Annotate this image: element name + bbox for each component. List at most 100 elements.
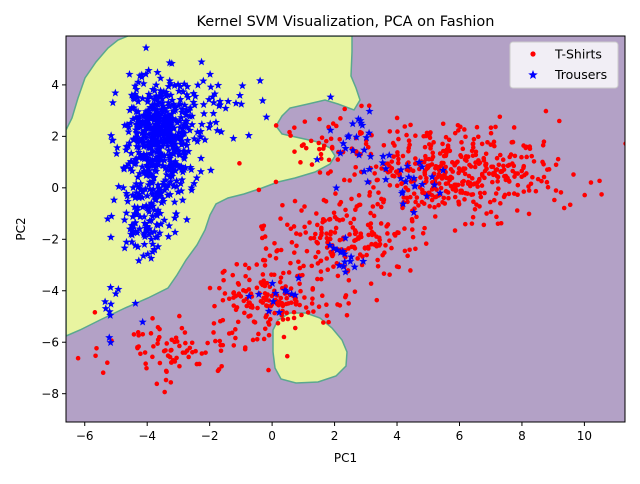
tshirt-point — [530, 174, 535, 180]
tshirt-point — [403, 185, 408, 190]
tshirt-point — [396, 156, 401, 162]
y-tick-label: −2 — [41, 233, 59, 247]
tshirt-point — [394, 115, 400, 121]
tshirt-point — [317, 116, 322, 122]
trouser-point — [132, 188, 141, 197]
trouser-point — [254, 290, 263, 298]
tshirt-point — [356, 193, 362, 198]
tshirt-point — [177, 313, 182, 319]
trouser-point — [164, 162, 173, 170]
legend: T-Shirts Trousers — [509, 41, 619, 89]
trouser-point — [335, 261, 344, 270]
tshirt-point — [168, 348, 173, 353]
trouser-point — [178, 167, 187, 176]
tshirt-point — [475, 134, 481, 140]
trouser-point — [149, 172, 159, 181]
tshirt-point — [363, 141, 369, 147]
trouser-point — [148, 212, 157, 220]
tshirt-point — [350, 225, 356, 230]
x-tick-label: 0 — [268, 429, 276, 443]
tshirt-point — [450, 169, 456, 174]
trouser-point — [188, 111, 197, 120]
tshirt-point — [292, 149, 297, 154]
trouser-point — [350, 262, 359, 271]
trouser-point — [208, 92, 217, 101]
trouser-point — [127, 149, 136, 157]
tshirt-point — [207, 285, 213, 291]
tshirt-point — [358, 231, 364, 236]
tshirt-point — [304, 248, 310, 254]
tshirt-point — [308, 138, 314, 144]
tshirt-point — [436, 202, 441, 208]
tshirt-point — [356, 236, 361, 241]
trouser-point — [341, 233, 350, 242]
trouser-point — [130, 193, 140, 202]
tshirt-point — [288, 286, 294, 291]
tshirt-point — [371, 213, 377, 219]
trouser-point — [153, 205, 163, 214]
tshirt-point — [136, 344, 141, 349]
tshirt-point — [531, 159, 537, 164]
trouser-point — [410, 181, 419, 190]
decision-region-yellow-blob — [272, 312, 348, 384]
tshirt-point — [470, 141, 476, 147]
trouser-point — [151, 232, 161, 241]
trouser-point — [176, 99, 185, 108]
tshirt-point — [319, 293, 325, 299]
trouser-point — [153, 145, 162, 153]
tshirt-point — [357, 202, 363, 208]
tshirt-point — [233, 327, 238, 332]
trouser-point — [143, 97, 152, 106]
tshirt-point — [389, 245, 394, 251]
tshirt-point — [441, 195, 447, 201]
tshirt-point — [352, 172, 357, 177]
trouser-point — [169, 137, 179, 146]
trouser-point — [193, 127, 202, 136]
trouser-point — [205, 123, 214, 132]
trouser-point — [178, 195, 187, 204]
tshirt-point — [311, 235, 317, 241]
trouser-point — [149, 123, 158, 132]
y-tick-label: −8 — [41, 387, 59, 401]
trouser-point — [129, 135, 138, 144]
trouser-point — [378, 158, 387, 167]
tshirt-point — [475, 184, 480, 189]
trouser-point — [161, 175, 170, 184]
trouser-point — [188, 120, 197, 129]
plot-frame — [65, 35, 626, 423]
trouser-point — [167, 120, 176, 129]
trouser-point — [124, 159, 133, 168]
trouser-point — [381, 175, 390, 184]
trouser-point — [147, 228, 156, 237]
trouser-point — [206, 165, 215, 174]
trouser-point — [136, 212, 145, 221]
trouser-point — [103, 214, 112, 223]
tshirt-point — [218, 348, 224, 354]
tshirt-point — [267, 316, 273, 322]
tshirt-point — [387, 182, 393, 188]
tshirt-point — [346, 301, 351, 306]
tshirt-point — [483, 162, 488, 167]
tshirt-point — [373, 164, 379, 169]
tshirt-point — [541, 139, 547, 145]
trouser-point — [360, 145, 369, 154]
tshirt-point — [470, 153, 476, 158]
tshirt-point — [552, 197, 557, 203]
tshirt-point — [375, 257, 380, 263]
tshirt-point — [258, 298, 264, 304]
tshirt-point — [262, 326, 268, 332]
trouser-point — [163, 127, 172, 136]
tshirt-point — [255, 305, 260, 311]
trouser-point — [156, 127, 165, 136]
trouser-point — [138, 162, 147, 171]
tshirt-point — [273, 255, 279, 261]
tshirt-point — [533, 188, 539, 194]
trouser-point — [336, 148, 345, 157]
trouser-point — [158, 142, 167, 150]
trouser-point — [165, 76, 174, 85]
tshirt-point — [143, 361, 148, 367]
trouser-point — [348, 146, 357, 155]
tshirt-point — [409, 227, 415, 232]
trouser-point — [134, 148, 143, 156]
tshirt-point — [344, 312, 350, 318]
